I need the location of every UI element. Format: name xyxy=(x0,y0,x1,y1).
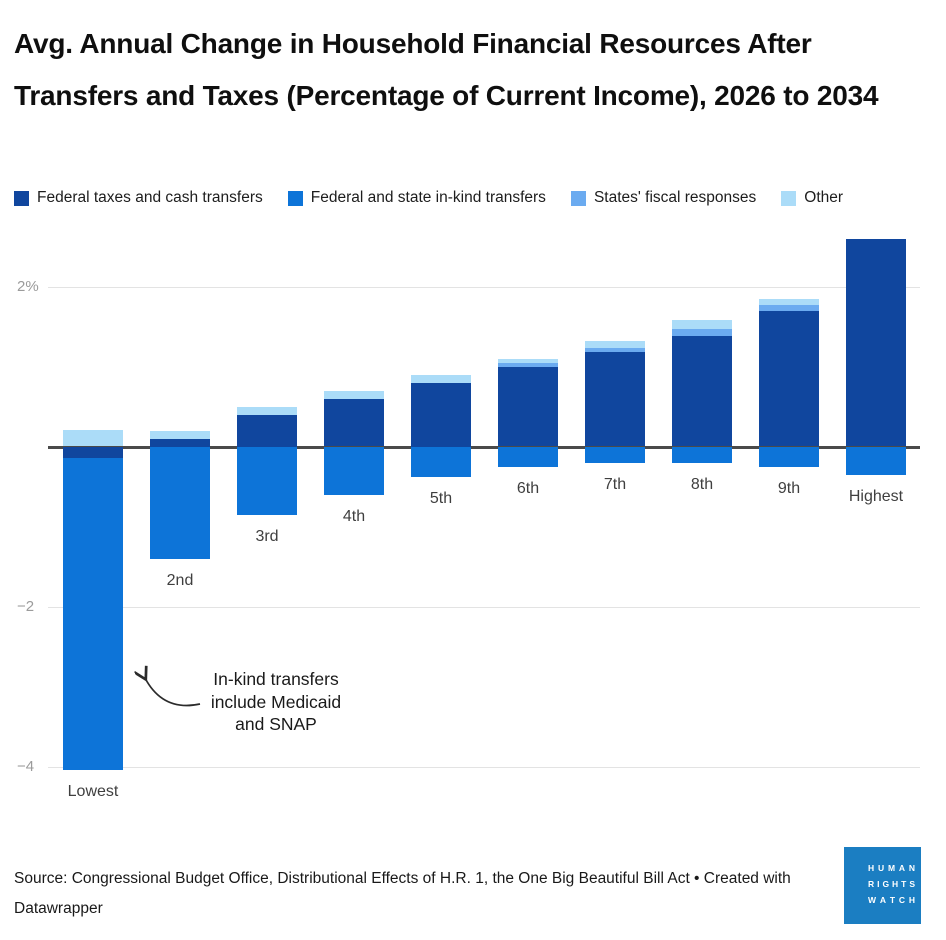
annotation-text: In-kind transfers include Medicaid and S… xyxy=(210,669,342,734)
chart-title: Avg. Annual Change in Household Financia… xyxy=(14,28,879,111)
bar-category-label: 2nd xyxy=(166,571,194,589)
bar-segment[interactable] xyxy=(411,374,471,383)
bar-category-label: Highest xyxy=(848,488,904,506)
bar-category-label: Lowest xyxy=(67,782,119,800)
bar-segment[interactable] xyxy=(585,446,645,463)
bar-category-label: 6th xyxy=(516,480,540,498)
legend-item-in-kind: Federal and state in-kind transfers xyxy=(287,189,546,207)
legend-item-other: Other xyxy=(781,189,843,207)
bar-segment[interactable] xyxy=(498,446,558,468)
bar-segment[interactable] xyxy=(846,239,906,447)
bar-segment[interactable] xyxy=(585,340,645,349)
gridline xyxy=(48,766,920,768)
bar-category-label: 8th xyxy=(690,475,714,493)
bar-segment[interactable] xyxy=(150,430,210,439)
bar-segment[interactable] xyxy=(672,446,732,463)
legend-label: Federal and state in-kind transfers xyxy=(310,189,546,206)
bar-segment[interactable] xyxy=(411,382,471,447)
bar-segment[interactable] xyxy=(150,446,210,559)
bar-segment[interactable] xyxy=(585,348,645,353)
legend-label: States' fiscal responses xyxy=(593,189,757,206)
bar-category-label: 7th xyxy=(603,475,627,493)
legend-item-federal-taxes: Federal taxes and cash transfers xyxy=(14,189,263,207)
bar-segment[interactable] xyxy=(63,429,123,447)
bar-segment[interactable] xyxy=(585,352,645,447)
legend-swatch-other xyxy=(781,190,797,206)
gridline xyxy=(48,606,920,608)
bar-segment[interactable] xyxy=(759,298,819,305)
legend-item-states-fiscal: States' fiscal responses xyxy=(570,189,757,207)
bar-segment[interactable] xyxy=(498,363,558,368)
bar-segment[interactable] xyxy=(498,359,558,364)
legend-label: Other xyxy=(804,189,844,206)
source-text: Source: Congressional Budget Office, Dis… xyxy=(14,870,791,917)
bar-segment[interactable] xyxy=(759,304,819,312)
bar-category-label: 3rd xyxy=(255,528,279,546)
bar-category-label: 4th xyxy=(342,507,366,525)
y-axis-tick-label: −2 xyxy=(17,597,35,615)
bar-category-label: 5th xyxy=(429,489,453,507)
bar-segment[interactable] xyxy=(324,390,384,400)
legend-swatch-in-kind xyxy=(287,190,303,206)
bar-segment[interactable] xyxy=(63,446,123,458)
bar-segment[interactable] xyxy=(759,446,819,467)
legend-swatch-states-fiscal xyxy=(570,190,586,206)
bar-segment[interactable] xyxy=(237,446,297,516)
bar-segment[interactable] xyxy=(324,446,384,495)
gridline xyxy=(48,286,920,288)
y-axis-tick-label: −4 xyxy=(17,757,35,775)
y-axis-tick-label: 2% xyxy=(17,277,39,295)
bar-segment[interactable] xyxy=(759,311,819,447)
bar-segment[interactable] xyxy=(237,414,297,447)
legend-swatch-federal-taxes xyxy=(14,190,29,206)
bar-segment[interactable] xyxy=(672,320,732,329)
bar-category-label: 9th xyxy=(777,479,801,497)
zero-baseline xyxy=(48,445,920,449)
bar-segment[interactable] xyxy=(672,336,732,447)
bar-segment[interactable] xyxy=(150,438,210,447)
bar-segment[interactable] xyxy=(498,367,558,447)
bar-segment[interactable] xyxy=(672,328,732,337)
bar-segment[interactable] xyxy=(63,457,123,770)
bar-segment[interactable] xyxy=(846,446,906,476)
legend-label: Federal taxes and cash transfers xyxy=(37,189,263,206)
bar-segment[interactable] xyxy=(411,446,471,477)
legend: Federal taxes and cash transfers Federal… xyxy=(14,189,938,207)
annotation-arrow-icon xyxy=(130,658,201,707)
bar-segment[interactable] xyxy=(324,399,384,447)
bar-segment[interactable] xyxy=(237,406,297,415)
